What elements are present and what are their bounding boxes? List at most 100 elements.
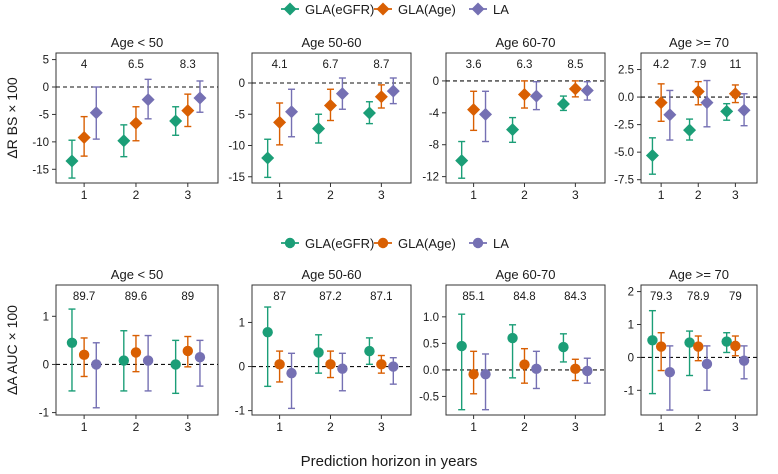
panel-frame — [251, 52, 412, 184]
panel-title: Age 50-60 — [302, 35, 362, 50]
x-tick-label: 3 — [378, 420, 385, 434]
top-value-label: 84.8 — [513, 291, 535, 303]
data-point — [91, 359, 102, 370]
data-point — [335, 87, 349, 101]
y-tick-label: 2 — [628, 287, 634, 299]
data-point — [654, 96, 668, 110]
legend-key-2 — [376, 2, 390, 16]
data-point — [273, 115, 287, 129]
data-point — [737, 103, 751, 117]
y-tick-label: 1 — [239, 317, 245, 329]
data-point — [129, 116, 143, 130]
data-point — [77, 130, 91, 144]
x-tick-label: 3 — [572, 420, 579, 434]
y-tick-label: -10 — [32, 137, 49, 149]
y-tick-label: -15 — [228, 172, 245, 184]
panel-frame — [55, 284, 219, 416]
data-point — [194, 352, 206, 363]
panel-frame — [445, 284, 606, 416]
top-value-label: 79.3 — [650, 291, 672, 303]
panel-2: Age 50-60 0 -5 -10 -15 1 4.1 2 6.7 3 8.7 — [228, 33, 412, 202]
y-tick-label: -0.5 — [419, 391, 439, 403]
x-tick-label: 2 — [521, 420, 528, 434]
panel-strip — [641, 33, 757, 53]
panel-strip — [446, 265, 605, 285]
panel-title: Age >= 70 — [669, 267, 729, 282]
top-value-label: 89 — [181, 291, 194, 303]
data-point — [169, 114, 183, 128]
top-value-label: 89.6 — [125, 291, 147, 303]
data-point — [507, 332, 518, 344]
y-tick-label: 0.0 — [423, 365, 439, 377]
data-point — [262, 326, 273, 338]
y-tick-label: 0 — [239, 78, 245, 90]
data-point — [701, 358, 713, 370]
legend-key-2 — [377, 237, 389, 249]
data-point — [141, 93, 155, 107]
panel-title: Age >= 70 — [669, 35, 729, 50]
y-tick-label: 0.0 — [618, 92, 634, 104]
top-value-label: 8.3 — [180, 59, 196, 71]
data-point — [647, 335, 658, 346]
data-point — [261, 151, 275, 165]
y-tick-label: -1 — [624, 385, 634, 397]
data-point — [337, 363, 348, 374]
panel-1: Age < 50 5 0 -5 -10 -15 1 4 2 6.5 3 8.3 — [32, 33, 219, 202]
y-tick-label: -5.0 — [614, 147, 634, 159]
data-point — [312, 122, 326, 136]
data-point — [325, 359, 336, 370]
panel-frame — [640, 52, 758, 184]
top-value-label: 4.2 — [653, 59, 669, 71]
data-point — [376, 359, 387, 370]
x-tick-label: 2 — [133, 420, 140, 434]
data-point — [556, 97, 570, 111]
panel-strip — [446, 33, 605, 53]
data-point — [455, 154, 469, 168]
y-tick-label: 0 — [43, 359, 49, 371]
data-point — [684, 337, 695, 348]
y-tick-label: 5 — [43, 55, 49, 67]
x-tick-label: 3 — [378, 188, 385, 202]
legend-key-3 — [471, 2, 485, 16]
panel-title: Age < 50 — [111, 35, 163, 50]
panel-title: Age 60-70 — [496, 35, 556, 50]
y-tick-label: -12 — [422, 172, 439, 184]
data-point — [142, 355, 154, 366]
y-tick-label: 0 — [239, 362, 245, 374]
legend-top: GLA(eGFR) GLA(Age) LA — [281, 2, 509, 17]
legend-bottom: GLA(eGFR) GLA(Age) LA — [281, 236, 509, 251]
data-point — [531, 363, 542, 375]
data-point — [118, 355, 130, 366]
top-value-label: 78.9 — [687, 291, 709, 303]
x-tick-label: 1 — [276, 420, 283, 434]
data-point — [313, 347, 324, 358]
legend-key-1 — [283, 2, 297, 16]
x-tick-label: 3 — [184, 188, 191, 202]
x-tick-label: 2 — [327, 420, 334, 434]
data-point — [691, 85, 705, 99]
x-tick-label: 1 — [81, 420, 88, 434]
legend-label-3: LA — [493, 2, 509, 17]
y-tick-label: -1 — [39, 408, 49, 420]
data-point — [479, 107, 493, 121]
legend-key-1 — [284, 237, 296, 249]
data-point — [66, 337, 78, 348]
x-tick-label: 1 — [470, 188, 477, 202]
legend-label-1: GLA(eGFR) — [305, 2, 374, 17]
data-point — [558, 341, 569, 353]
x-tick-label: 2 — [521, 188, 528, 202]
y-tick-label: 0 — [43, 82, 49, 94]
data-point — [664, 367, 676, 378]
legend-label-3: LA — [493, 236, 509, 251]
data-point — [117, 134, 131, 148]
top-value-label: 8.7 — [373, 59, 389, 71]
data-point — [468, 368, 479, 380]
panel-8: Age >= 70 2 1 0 -1 1 79.3 2 78.9 3 79 — [624, 265, 758, 434]
data-point — [480, 368, 491, 380]
legend-label-2: GLA(Age) — [398, 236, 456, 251]
data-point — [193, 91, 207, 105]
panel-frame — [55, 52, 219, 184]
data-point — [693, 341, 704, 352]
data-point — [580, 83, 594, 97]
